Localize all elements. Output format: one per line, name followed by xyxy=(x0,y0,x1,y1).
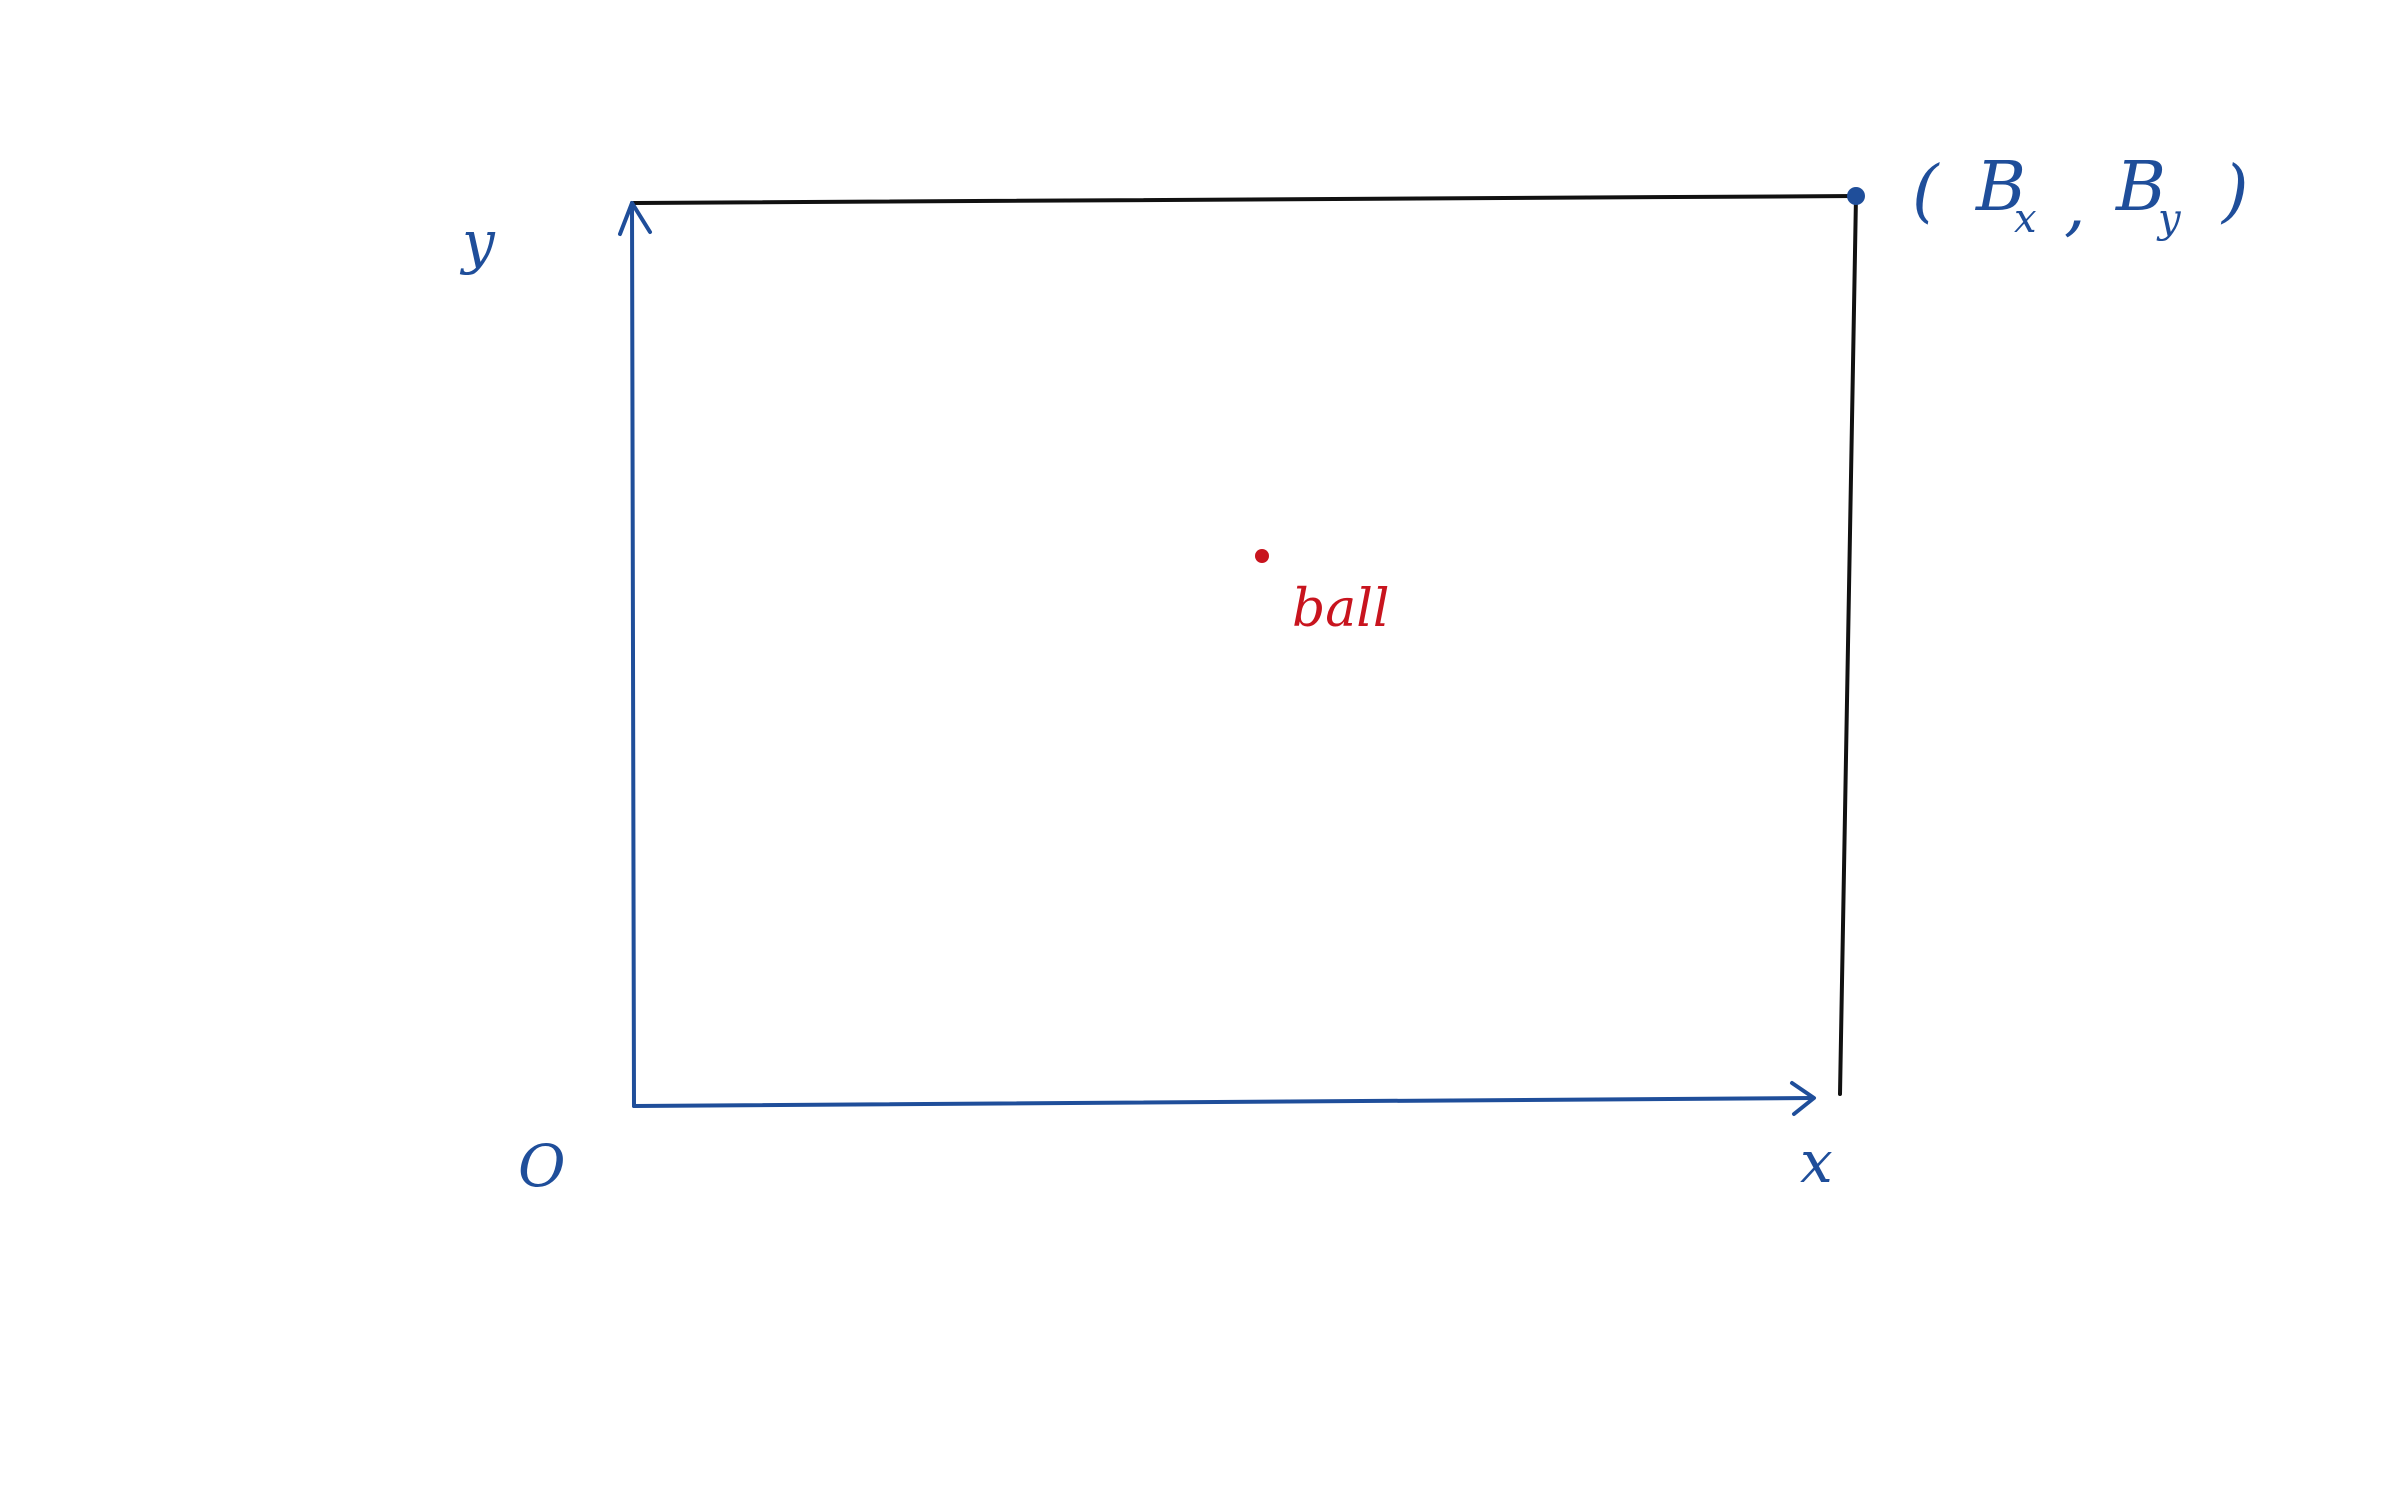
corner-bx-sub: x xyxy=(2014,196,2037,242)
box-right-edge xyxy=(1838,194,1858,1096)
y-axis-arrowhead xyxy=(618,201,652,236)
corner-point-label: ( B x , B y ) xyxy=(1912,148,2249,245)
corner-close-paren: ) xyxy=(2220,152,2249,231)
x-axis-line xyxy=(632,1096,1814,1108)
corner-open-paren: ( xyxy=(1912,152,1940,231)
y-axis-line xyxy=(630,201,636,1108)
corner-point-dot xyxy=(1847,187,1865,205)
box-top-edge xyxy=(630,194,1858,205)
x-axis-label: x xyxy=(1800,1128,1833,1196)
corner-by-sub: y xyxy=(2156,196,2182,242)
y-axis-label: y xyxy=(459,208,496,276)
ball-label: ball xyxy=(1292,579,1390,639)
origin-label: O xyxy=(518,1132,566,1200)
x-axis-arrowhead xyxy=(1790,1081,1816,1116)
ball-dot xyxy=(1255,549,1269,563)
corner-by-main: B xyxy=(2114,148,2166,227)
corner-comma: , xyxy=(2064,166,2086,245)
corner-bx-main: B xyxy=(1974,148,2026,227)
